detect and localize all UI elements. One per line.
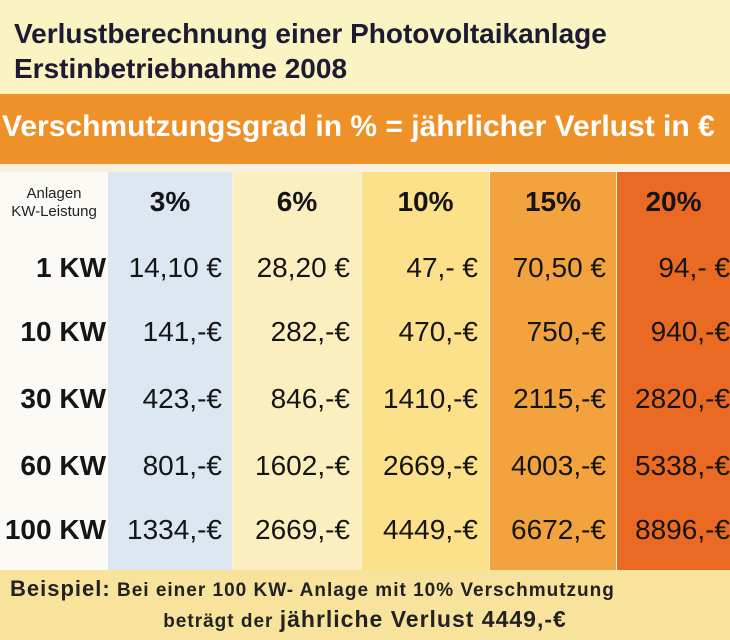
header-bg [0,0,730,94]
cell: 2820,-€ [635,383,730,414]
cell: 423,-€ [142,383,222,414]
cell: 846,-€ [270,383,350,414]
cell: 14,10 € [128,252,222,283]
corner-label: Anlagen [26,185,82,202]
row-label: 100 KW [4,514,106,545]
footer-text: Bei einer 100 KW- Anlage mit 10% Verschm… [116,580,615,601]
banner-text: Verschmutzungsgrad in % = jährlicher Ver… [2,110,715,143]
cell: 1602,-€ [255,450,350,481]
cell: 70,50 € [512,252,606,283]
footer-text: beträgt der [163,611,274,632]
footer-line: Beispiel: Bei einer 100 KW- Anlage mit 1… [10,576,730,602]
column-header: 3% [149,186,191,217]
cell: 801,-€ [142,450,222,481]
row-label: 10 KW [20,316,106,347]
cell: 5338,-€ [635,450,730,481]
cell: 2115,-€ [513,383,606,414]
footer-emphasis: jährliche Verlust 4449,-€ [279,606,567,632]
column-bg [233,172,361,570]
cell: 2669,-€ [383,450,478,481]
row-label: 1 KW [36,252,106,283]
banner: Verschmutzungsgrad in % = jährlicher Ver… [0,94,730,164]
column-header: 15% [524,186,582,217]
cell: 2669,-€ [255,514,350,545]
column-bg [362,172,489,570]
column-bg [0,172,108,570]
cell: 1410,-€ [383,383,478,414]
footer: Beispiel: Bei einer 100 KW- Anlage mit 1… [0,570,730,640]
cell: 4449,-€ [383,514,478,545]
cell: 6672,-€ [511,514,606,545]
row-label: 60 KW [20,450,106,481]
cell: 470,-€ [398,316,478,347]
corner-label: KW-Leistung [11,203,97,220]
footer-label: Beispiel: [10,576,111,601]
footer-line: beträgt der jährliche Verlust 4449,-€ [0,606,730,633]
title: Erstinbetriebnahme 2008 [14,53,348,84]
column-bg [490,172,616,570]
column-header: 10% [397,186,454,217]
cell: 47,- € [406,252,478,283]
cell: 1334,-€ [127,514,222,545]
cell: 750,-€ [526,316,606,347]
column-header: 20% [645,186,702,217]
column-bg [617,172,730,570]
cell: 4003,-€ [511,450,606,481]
row-label: 30 KW [20,383,106,414]
column-bg [108,172,232,570]
cell: 8896,-€ [635,514,730,545]
cell: 282,-€ [270,316,350,347]
column-header: 6% [276,186,318,217]
cell: 94,- € [658,252,730,283]
title: Verlustberechnung einer Photovoltaikanla… [14,18,607,49]
cell: 28,20 € [256,252,350,283]
cell: 141,-€ [142,316,222,347]
cell: 940,-€ [650,316,730,347]
